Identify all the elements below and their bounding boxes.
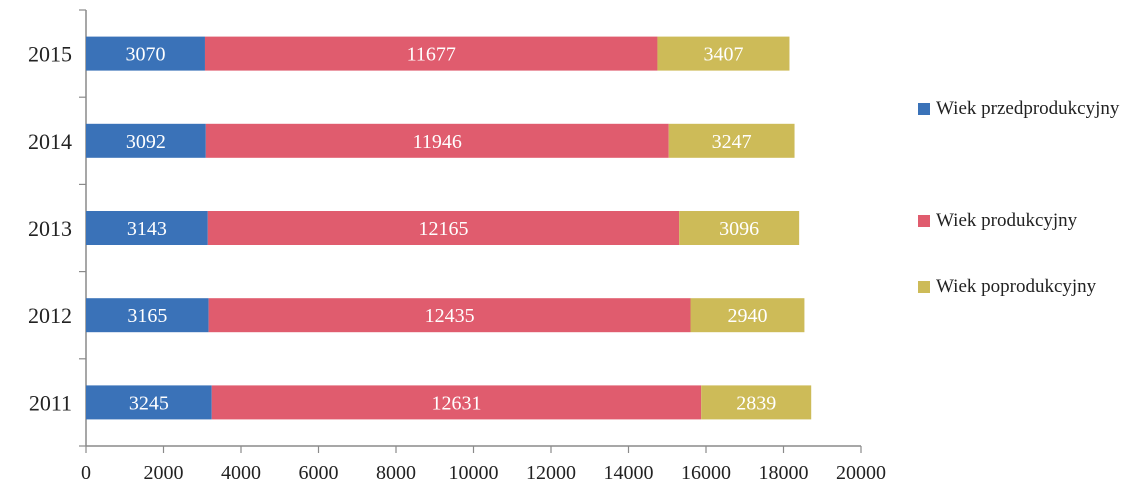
legend-label-series-1: Wiek przedprodukcyjny — [936, 98, 1120, 119]
bar-segment — [86, 123, 206, 158]
bar-segment — [204, 36, 658, 71]
x-tick-label: 14000 — [604, 462, 654, 484]
bar-data-label: 3070 — [125, 44, 165, 66]
bar-segment — [690, 298, 805, 333]
chart-axes: 0 2000 4000 6000 8000 10000 12000 14000 16000 180… — [28, 9, 886, 484]
bar-data-label: 2839 — [736, 392, 776, 414]
y-category-label: 2015 — [28, 42, 72, 67]
legend-item-series-3: Wiek poprodukcyjny — [918, 274, 1126, 300]
x-tick-label: 12000 — [526, 462, 576, 484]
bar-data-label: 3247 — [712, 131, 752, 153]
legend-item-series-2: Wiek produkcyjny — [918, 208, 1126, 234]
chart-bars — [86, 36, 812, 420]
x-tick-label: 0 — [81, 462, 91, 484]
x-tick-label: 20000 — [836, 462, 886, 484]
bar-data-label: 3143 — [127, 218, 167, 240]
y-category-label: 2014 — [28, 129, 72, 154]
bar-segment — [86, 36, 205, 71]
legend-swatch-series-2 — [918, 215, 930, 227]
bar-data-label: 3096 — [719, 218, 759, 240]
bar-segment — [205, 123, 669, 158]
x-tick-label: 6000 — [299, 462, 339, 484]
bar-data-label: 2940 — [727, 305, 767, 327]
legend-label-series-2: Wiek produkcyjny — [936, 210, 1078, 231]
y-category-label: 2013 — [28, 216, 72, 241]
bar-data-label: 11946 — [413, 131, 462, 153]
bar-data-label: 3092 — [126, 131, 166, 153]
bar-segment — [211, 385, 702, 420]
bar-segment — [679, 211, 800, 245]
bar-segment — [668, 123, 795, 158]
bar-segment — [701, 385, 812, 420]
chart-data-labels: 3070 11677 3407 3092 11946 3247 3143 12165 3096 3… — [125, 44, 776, 415]
x-tick-label: 8000 — [376, 462, 416, 484]
x-tick-label: 16000 — [681, 462, 731, 484]
bar-segment — [86, 385, 212, 420]
x-tick-label: 18000 — [759, 462, 809, 484]
bar-segment — [86, 211, 208, 245]
legend-swatch-series-1 — [918, 103, 930, 115]
legend-swatch-series-3 — [918, 281, 930, 293]
y-category-label: 2012 — [28, 303, 72, 328]
legend-label-series-3: Wiek poprodukcyjny — [936, 276, 1097, 297]
bar-data-label: 3245 — [129, 392, 169, 414]
bar-data-label: 11677 — [407, 44, 456, 66]
bar-data-label: 12165 — [418, 218, 468, 240]
bar-segment — [657, 36, 790, 71]
x-tick-label: 10000 — [449, 462, 499, 484]
bar-segment — [86, 298, 209, 333]
bar-data-label: 12435 — [425, 305, 475, 327]
bar-segment — [208, 298, 691, 333]
bar-segment — [207, 211, 680, 245]
y-category-label: 2011 — [29, 390, 72, 415]
bar-data-label: 12631 — [431, 392, 481, 414]
x-tick-label: 4000 — [221, 462, 261, 484]
legend-item-series-1: Wiek przedprodukcyjny — [918, 96, 1126, 122]
bar-data-label: 3407 — [703, 44, 743, 66]
bar-data-label: 3165 — [127, 305, 167, 327]
x-tick-label: 2000 — [144, 462, 184, 484]
